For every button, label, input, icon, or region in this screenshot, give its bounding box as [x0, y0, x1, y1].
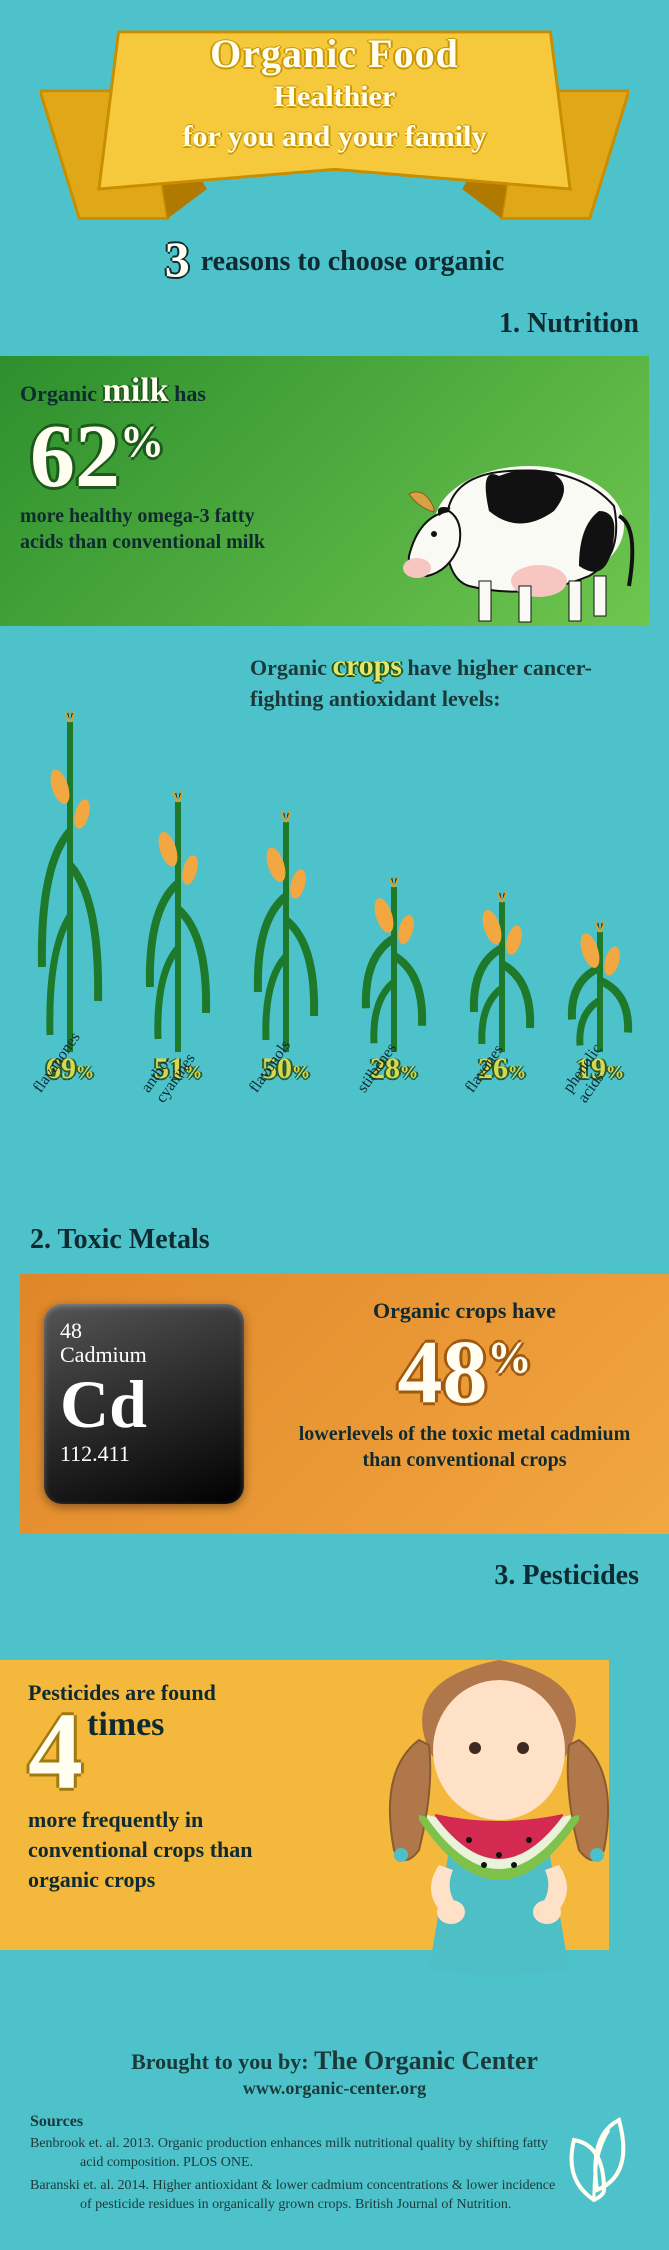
- reasons-heading: 3 reasons to choose organic: [0, 230, 669, 288]
- milk-prefix: Organic: [20, 381, 97, 406]
- metal-subtext: lowerlevels of the toxic metal cadmium t…: [284, 1421, 645, 1473]
- milk-headline: Organic milk has: [20, 372, 629, 410]
- reasons-text: reasons to choose organic: [201, 246, 505, 277]
- girl-watermelon-icon: [349, 1620, 649, 1980]
- brought-org: The Organic Center: [314, 2046, 538, 2075]
- cd-name: Cadmium: [60, 1342, 228, 1368]
- milk-number: 62: [30, 407, 120, 506]
- source-item: Baranski et. al. 2014. Higher antioxidan…: [30, 2177, 570, 2215]
- metal-pct: %: [488, 1333, 532, 1382]
- crops-bar-item: 26%flavones: [452, 892, 552, 1086]
- milk-subtext: more healthy omega-3 fatty acids than co…: [20, 503, 290, 555]
- footer: Brought to you by: The Organic Center ww…: [0, 2030, 669, 2245]
- metal-card: 48 Cadmium Cd 112.411 Organic crops have…: [20, 1274, 669, 1534]
- crops-bar-item: 50%flavonols: [236, 812, 336, 1086]
- brought-prefix: Brought to you by:: [131, 2049, 308, 2074]
- sources-heading: Sources: [30, 2113, 639, 2131]
- crops-bar-item: 69%flavanones: [20, 712, 120, 1086]
- banner-area: Organic Food Healthier for you and your …: [0, 0, 669, 300]
- corn-icon: [354, 877, 434, 1052]
- pest-subtext: more frequently in conventional crops th…: [28, 1805, 288, 1894]
- spacer: [0, 1086, 669, 1216]
- cadmium-tile: 48 Cadmium Cd 112.411: [44, 1304, 244, 1504]
- crops-area: Organic crops have higher cancer-fightin…: [0, 626, 669, 1086]
- sources-list: Benbrook et. al. 2013. Organic productio…: [30, 2135, 639, 2215]
- section-heading-metals: 2. Toxic Metals: [0, 1216, 669, 1264]
- metal-headline: Organic crops have: [284, 1298, 645, 1324]
- leaf-logo-icon: [549, 2095, 639, 2205]
- pest-times: times: [87, 1706, 164, 1743]
- cow-icon: [379, 416, 639, 626]
- banner-title: Organic Food: [0, 30, 669, 77]
- cd-symbol: Cd: [60, 1374, 228, 1435]
- milk-suffix: has: [174, 381, 206, 406]
- crops-bar-item: 51%antho-cyanines: [128, 792, 228, 1086]
- milk-pct: %: [120, 417, 164, 466]
- milk-highlight: milk: [103, 372, 169, 409]
- crops-bar-item: 28%stilbenes: [344, 877, 444, 1086]
- metal-value: 48%: [284, 1332, 645, 1413]
- cd-atomic-number: 48: [60, 1318, 228, 1344]
- metal-number: 48: [398, 1323, 488, 1422]
- brought-line: Brought to you by: The Organic Center: [30, 2046, 639, 2076]
- milk-card: Organic milk has 62% more healthy omega-…: [0, 356, 649, 626]
- reasons-number: 3: [165, 230, 190, 288]
- banner-subtitle-2: for you and your family: [0, 120, 669, 154]
- source-item: Benbrook et. al. 2013. Organic productio…: [30, 2135, 570, 2173]
- crops-bar-row: 69%flavanones 51%antho-cyanines 50%flavo…: [20, 626, 649, 1086]
- pest-number: 4: [28, 1707, 83, 1795]
- pesticide-area: Pesticides are found 4 times more freque…: [0, 1610, 669, 2030]
- banner-subtitle-1: Healthier: [0, 80, 669, 114]
- cd-mass: 112.411: [60, 1441, 228, 1467]
- infographic-root: Organic Food Healthier for you and your …: [0, 0, 669, 2245]
- crops-bar-item: 19%phenolicacids: [550, 922, 650, 1086]
- section-heading-pesticides: 3. Pesticides: [0, 1552, 669, 1600]
- section-heading-nutrition: 1. Nutrition: [0, 300, 669, 348]
- footer-url: www.organic-center.org: [30, 2078, 639, 2099]
- metal-text: Organic crops have 48% lowerlevels of th…: [284, 1298, 645, 1473]
